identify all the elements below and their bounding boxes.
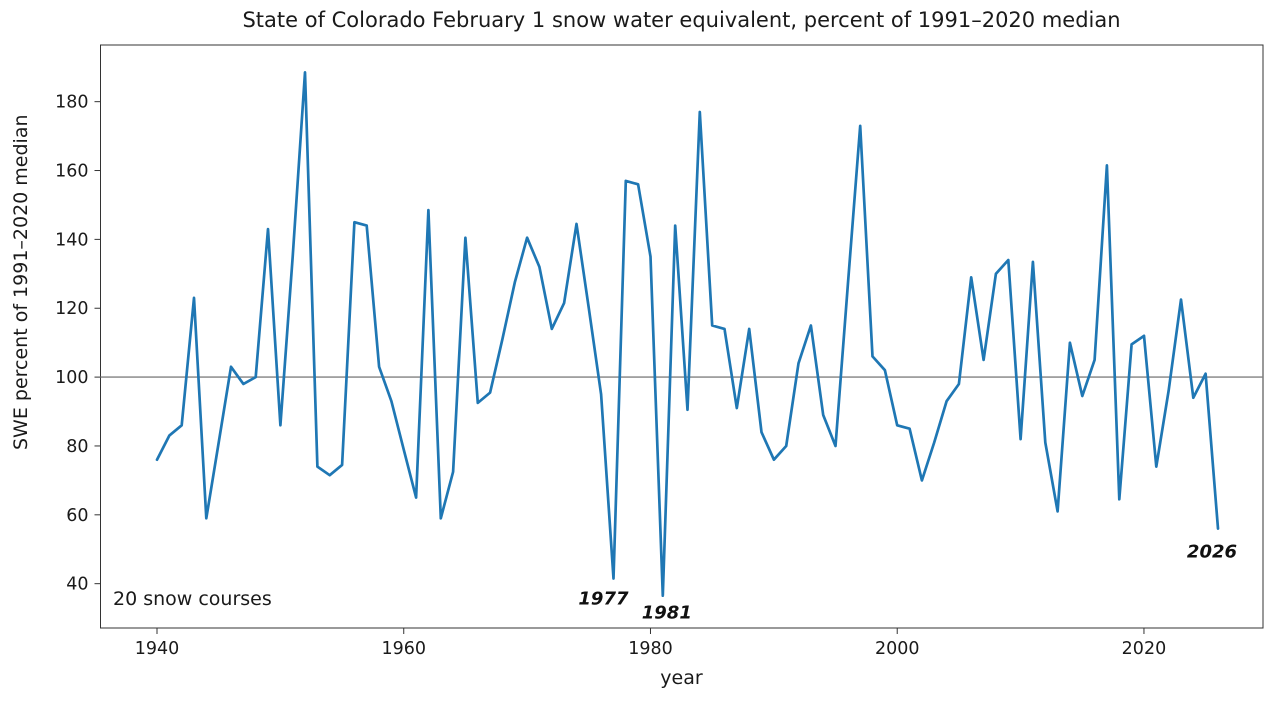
y-tick-label: 140 (55, 230, 88, 250)
x-tick-label: 2000 (875, 639, 920, 659)
x-tick-label: 1980 (628, 639, 673, 659)
annotation-1977: 1977 (578, 589, 629, 610)
x-tick-label: 1940 (135, 639, 180, 659)
swe-line (155, 71, 1220, 598)
y-tick-label: 100 (55, 368, 88, 388)
x-tick-label: 2020 (1122, 639, 1167, 659)
y-tick-label: 180 (55, 93, 88, 113)
annotation-1981: 1981 (642, 603, 692, 624)
y-tick-label: 160 (55, 162, 88, 182)
y-tick-label: 80 (66, 437, 88, 457)
chart-title: State of Colorado February 1 snow water … (242, 8, 1121, 32)
y-tick-label: 40 (66, 575, 88, 595)
x-tick-label: 1960 (381, 639, 426, 659)
axes-frame (100, 44, 1264, 629)
snow-courses-note: 20 snow courses (113, 588, 272, 610)
annotation-2026: 2026 (1187, 542, 1237, 563)
y-tick-label: 60 (66, 506, 88, 526)
x-axis-label: year (660, 667, 703, 689)
y-tick-label: 120 (55, 299, 88, 319)
